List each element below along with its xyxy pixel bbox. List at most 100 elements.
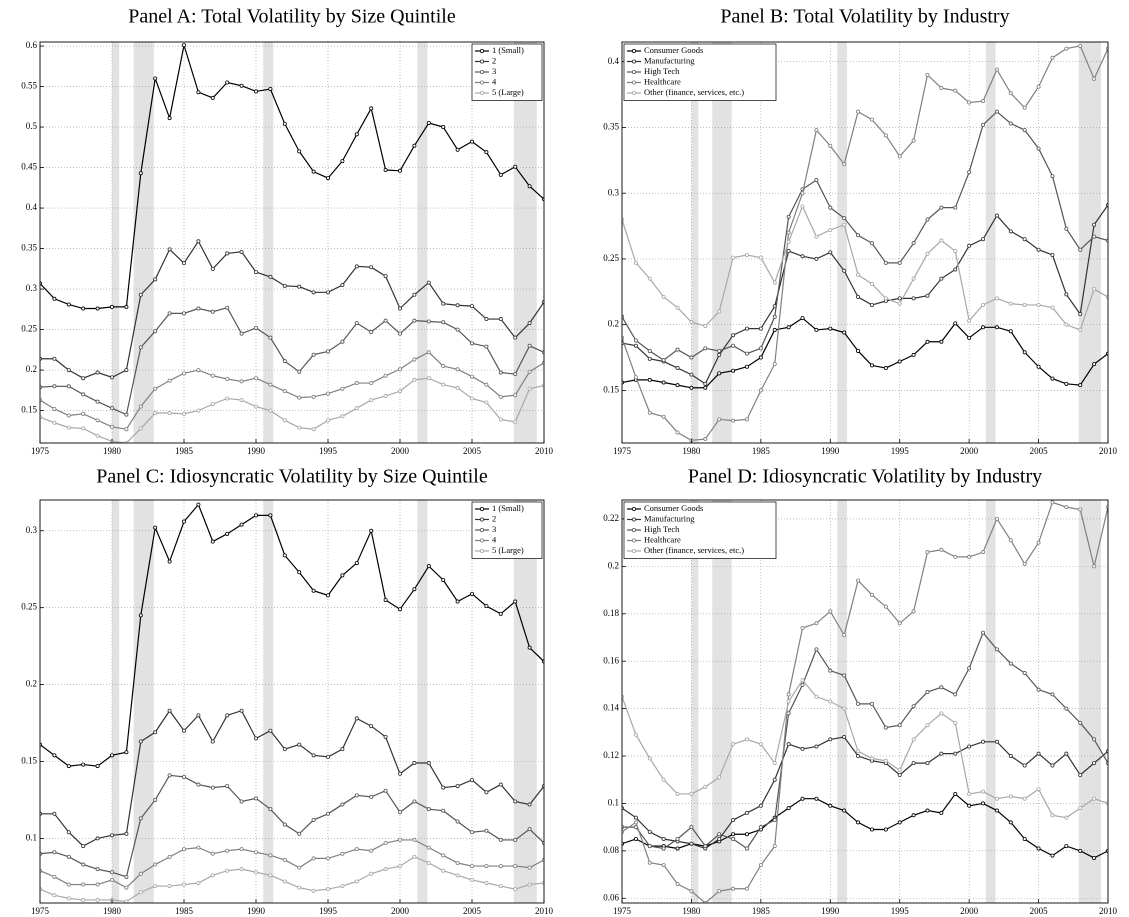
data-point	[1092, 76, 1097, 81]
data-point	[527, 321, 532, 326]
data-point	[325, 176, 330, 181]
data-point	[856, 820, 861, 825]
data-point	[1022, 237, 1027, 242]
data-point	[717, 889, 722, 894]
data-point	[354, 406, 359, 411]
data-point	[167, 378, 172, 383]
legend-label: 4	[492, 534, 497, 544]
data-point	[426, 121, 431, 126]
data-point	[196, 502, 201, 507]
data-point	[225, 80, 230, 85]
data-point	[647, 377, 652, 382]
data-point	[633, 820, 638, 825]
series-line	[622, 204, 1108, 385]
data-point	[181, 411, 186, 416]
data-point	[426, 350, 431, 355]
plot-frame	[39, 499, 545, 904]
data-point	[1008, 538, 1013, 543]
shaded-period	[133, 42, 154, 443]
data-point	[196, 713, 201, 718]
legend-marker	[479, 506, 484, 511]
data-point	[412, 357, 417, 362]
y-tick-label: 0.25	[21, 602, 37, 612]
data-point	[225, 848, 230, 853]
y-tick-label: 0.2	[26, 679, 37, 689]
legend-label: Manufacturing	[644, 55, 695, 65]
data-point	[828, 143, 833, 148]
data-point	[925, 761, 930, 766]
data-point	[527, 827, 532, 832]
data-point	[52, 850, 57, 855]
data-point	[633, 260, 638, 265]
data-point	[828, 228, 833, 233]
data-point	[369, 848, 374, 853]
x-tick-label: 1990	[821, 906, 840, 916]
data-point	[800, 678, 805, 683]
data-point	[297, 831, 302, 836]
data-point	[661, 414, 666, 419]
data-point	[153, 862, 158, 867]
shaded-period	[985, 500, 996, 903]
data-point	[1036, 540, 1041, 545]
data-point	[842, 808, 847, 813]
x-tick-label: 1975	[31, 906, 50, 916]
y-tick-label: 0.3	[26, 283, 38, 293]
series-line	[40, 351, 544, 430]
data-point	[383, 394, 388, 399]
data-point	[484, 317, 489, 322]
data-point	[939, 205, 944, 210]
panel: Panel B: Total Volatility by Industry 0.1…	[603, 6, 1117, 456]
data-point	[527, 645, 532, 650]
data-point	[455, 327, 460, 332]
data-point	[354, 321, 359, 326]
data-point	[426, 319, 431, 324]
series-line	[622, 736, 1108, 850]
data-point	[814, 256, 819, 261]
data-point	[800, 682, 805, 687]
legend-label: Other (finance, services, etc.)	[644, 545, 744, 555]
data-point	[911, 138, 916, 143]
data-point	[967, 243, 972, 248]
data-point	[311, 888, 316, 893]
data-point	[95, 370, 100, 375]
data-point	[253, 325, 258, 330]
data-point	[81, 844, 86, 849]
data-point	[842, 162, 847, 167]
y-tick-label: 0.15	[21, 756, 37, 766]
data-point	[441, 382, 446, 387]
data-point	[124, 750, 129, 755]
data-point	[469, 864, 474, 869]
data-point	[138, 871, 143, 876]
data-point	[167, 884, 172, 889]
data-point	[953, 554, 958, 559]
data-point	[412, 837, 417, 842]
data-point	[253, 796, 258, 801]
data-point	[842, 633, 847, 638]
data-point	[828, 609, 833, 614]
data-point	[239, 249, 244, 254]
shaded-period	[263, 42, 274, 443]
x-tick-label: 1990	[821, 446, 840, 456]
data-point	[138, 404, 143, 409]
data-point	[758, 825, 763, 830]
data-point	[484, 344, 489, 349]
data-point	[225, 713, 230, 718]
shaded-period	[837, 500, 847, 903]
legend-label: 5 (Large)	[492, 545, 524, 555]
data-point	[153, 386, 158, 391]
data-point	[225, 868, 230, 873]
data-point	[828, 205, 833, 210]
data-point	[95, 764, 100, 769]
data-point	[967, 803, 972, 808]
legend-marker	[479, 49, 484, 54]
data-point	[110, 406, 115, 411]
data-point	[469, 830, 474, 835]
data-point	[354, 716, 359, 721]
legend-label: 5 (Large)	[492, 87, 524, 97]
data-point	[268, 807, 273, 812]
series-line	[40, 856, 544, 903]
data-point	[1008, 794, 1013, 799]
data-point	[883, 604, 888, 609]
data-point	[455, 873, 460, 878]
data-point	[66, 368, 71, 373]
